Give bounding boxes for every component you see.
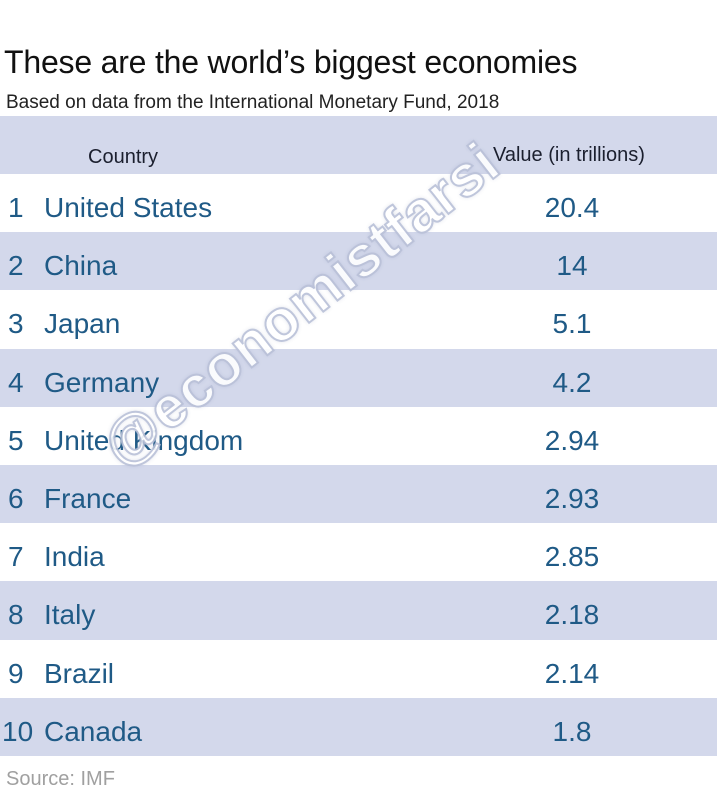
table-body: 1 United States 20.4 2 China 14 3 Japan 5.1 4 Germ… bbox=[0, 174, 717, 756]
value-cell: 2.93 bbox=[544, 482, 600, 514]
value-cell: 2.14 bbox=[544, 657, 600, 689]
economies-table: Country Value (in trillions) 1 United Sta… bbox=[0, 116, 717, 756]
country-cell: China bbox=[44, 250, 118, 282]
value-cell: 14 bbox=[556, 250, 588, 282]
table-row: 5 United Kingdom 2.94 bbox=[0, 406, 717, 465]
value-cell: 5.1 bbox=[552, 308, 592, 340]
value-cell: 2.94 bbox=[544, 424, 600, 456]
rank-cell: 5 bbox=[8, 424, 24, 456]
rank-cell: 10 bbox=[2, 715, 34, 747]
chart-subtitle: Based on data from the International Mon… bbox=[6, 92, 500, 113]
value-cell: 2.85 bbox=[544, 541, 600, 573]
rank-cell: 1 bbox=[8, 192, 24, 223]
column-header-country: Country bbox=[88, 146, 159, 168]
table-row: 3 Japan 5.1 bbox=[0, 290, 717, 349]
table-row: 4 Germany 4.2 bbox=[0, 348, 717, 407]
table-row: 8 Italy 2.18 bbox=[0, 581, 717, 640]
table-row: 2 China 14 bbox=[0, 232, 717, 291]
rank-cell: 3 bbox=[8, 308, 24, 340]
table-header: Country Value (in trillions) bbox=[0, 116, 717, 174]
rank-cell: 2 bbox=[8, 250, 24, 282]
table-row: 6 France 2.93 bbox=[0, 464, 717, 524]
column-header-value: Value (in trillions) bbox=[493, 144, 645, 166]
value-cell: 4.2 bbox=[552, 366, 592, 398]
rank-cell: 4 bbox=[8, 366, 24, 398]
value-cell: 2.18 bbox=[544, 599, 600, 631]
country-cell: United States bbox=[44, 192, 213, 223]
value-cell: 1.8 bbox=[552, 715, 592, 747]
table-row: 1 United States 20.4 bbox=[0, 174, 717, 233]
country-cell: Japan bbox=[44, 308, 121, 340]
country-cell: Canada bbox=[44, 715, 143, 747]
country-cell: United Kingdom bbox=[44, 424, 244, 456]
chart-title: These are the world’s biggest economies bbox=[4, 44, 578, 80]
table-row: 7 India 2.85 bbox=[0, 523, 717, 582]
country-cell: Brazil bbox=[44, 657, 115, 689]
rank-cell: 8 bbox=[8, 599, 24, 631]
table-row: 9 Brazil 2.14 bbox=[0, 639, 717, 698]
source-note: Source: IMF bbox=[6, 768, 115, 790]
country-cell: India bbox=[44, 541, 105, 573]
country-cell: Italy bbox=[44, 599, 96, 631]
table-row: 10 Canada 1.8 bbox=[0, 697, 717, 756]
value-cell: 20.4 bbox=[544, 192, 600, 223]
rank-cell: 9 bbox=[8, 657, 24, 689]
country-cell: Germany bbox=[44, 366, 160, 398]
rank-cell: 7 bbox=[8, 541, 24, 573]
rank-cell: 6 bbox=[8, 482, 24, 514]
country-cell: France bbox=[44, 482, 132, 514]
